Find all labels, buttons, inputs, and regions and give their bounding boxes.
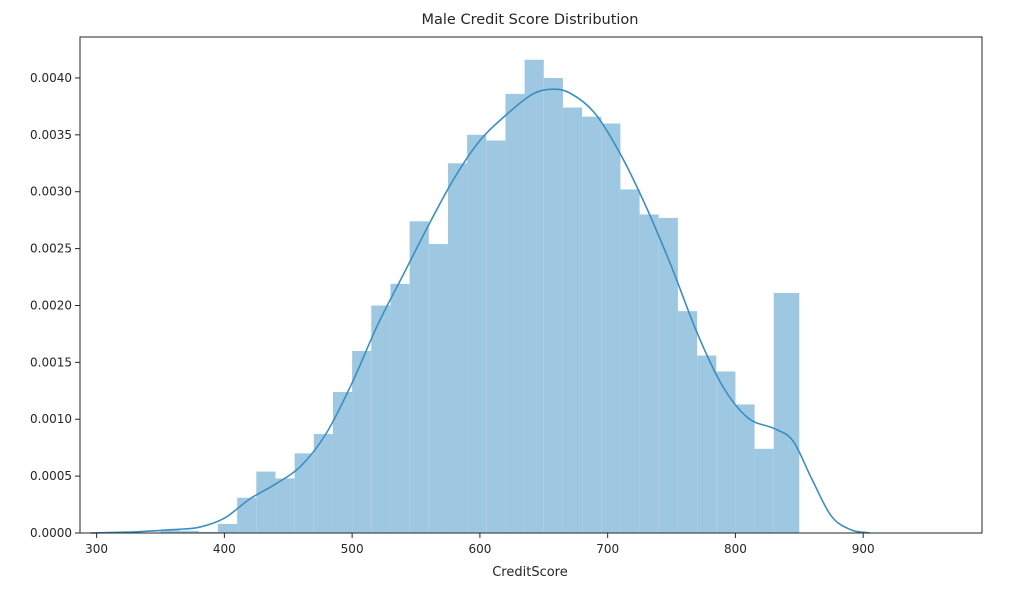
histogram-bar bbox=[658, 217, 678, 533]
histogram-bar bbox=[467, 134, 487, 533]
plot-frame bbox=[79, 36, 983, 534]
histogram-bar bbox=[754, 448, 774, 533]
kde-curve bbox=[90, 88, 870, 534]
histogram-bar bbox=[237, 497, 257, 533]
y-axis: 0.0000 0.0005 0.0010 0.0015 0.0020 0.0025 0.00… bbox=[30, 71, 80, 540]
histogram-bar bbox=[716, 371, 736, 533]
histogram-bar bbox=[217, 523, 238, 533]
x-tick-label: 300 bbox=[85, 542, 108, 556]
x-axis-label: CreditScore bbox=[492, 565, 568, 580]
y-tick-label: 0.0035 bbox=[30, 128, 72, 142]
histogram-bar bbox=[409, 221, 429, 533]
x-tick-label: 400 bbox=[213, 542, 236, 556]
histogram-bar bbox=[198, 531, 218, 533]
x-tick-label: 800 bbox=[724, 542, 747, 556]
histogram-bar bbox=[582, 116, 602, 533]
histogram-bar bbox=[697, 355, 717, 533]
histogram-bar bbox=[601, 123, 621, 534]
histogram-bar bbox=[562, 107, 583, 534]
histogram-bar bbox=[313, 434, 333, 533]
histogram-bar bbox=[352, 350, 372, 533]
y-tick-label: 0.0005 bbox=[30, 469, 72, 483]
x-tick-label: 900 bbox=[852, 542, 875, 556]
histogram-bar bbox=[275, 478, 295, 533]
histogram-bar bbox=[773, 292, 800, 533]
y-tick-label: 0.0010 bbox=[30, 412, 72, 426]
histogram-bar bbox=[371, 305, 391, 533]
histogram-bar bbox=[639, 214, 659, 533]
histogram-bar bbox=[524, 59, 544, 534]
y-tick-label: 0.0025 bbox=[30, 242, 72, 256]
histogram-bar bbox=[447, 163, 468, 534]
x-tick-label: 600 bbox=[468, 542, 491, 556]
histogram-bar bbox=[256, 471, 276, 533]
y-tick-label: 0.0030 bbox=[30, 185, 72, 199]
chart-title: Male Credit Score Distribution bbox=[422, 12, 639, 28]
x-tick-label: 700 bbox=[596, 542, 619, 556]
x-tick-label: 500 bbox=[341, 542, 364, 556]
histogram-bars bbox=[160, 59, 800, 534]
histogram-bar bbox=[620, 189, 640, 533]
histogram-bar bbox=[160, 529, 180, 533]
histogram-bar bbox=[390, 283, 410, 533]
y-tick-label: 0.0020 bbox=[30, 298, 72, 312]
kde-line bbox=[90, 88, 870, 534]
y-tick-label: 0.0015 bbox=[30, 355, 72, 369]
histogram-bar bbox=[428, 244, 448, 533]
histogram-bar bbox=[543, 77, 563, 533]
histogram-bar bbox=[486, 140, 506, 533]
histogram-bar bbox=[505, 93, 525, 533]
histogram-bar bbox=[677, 311, 698, 533]
histogram-bar bbox=[735, 404, 755, 533]
y-tick-label: 0.0040 bbox=[30, 71, 72, 85]
histogram-bar bbox=[332, 391, 353, 533]
histogram-bar bbox=[294, 453, 314, 533]
histogram-bar bbox=[179, 530, 199, 533]
x-axis: 300 400 500 600 700 800 900 bbox=[85, 533, 875, 556]
y-tick-label: 0.0000 bbox=[30, 526, 72, 540]
